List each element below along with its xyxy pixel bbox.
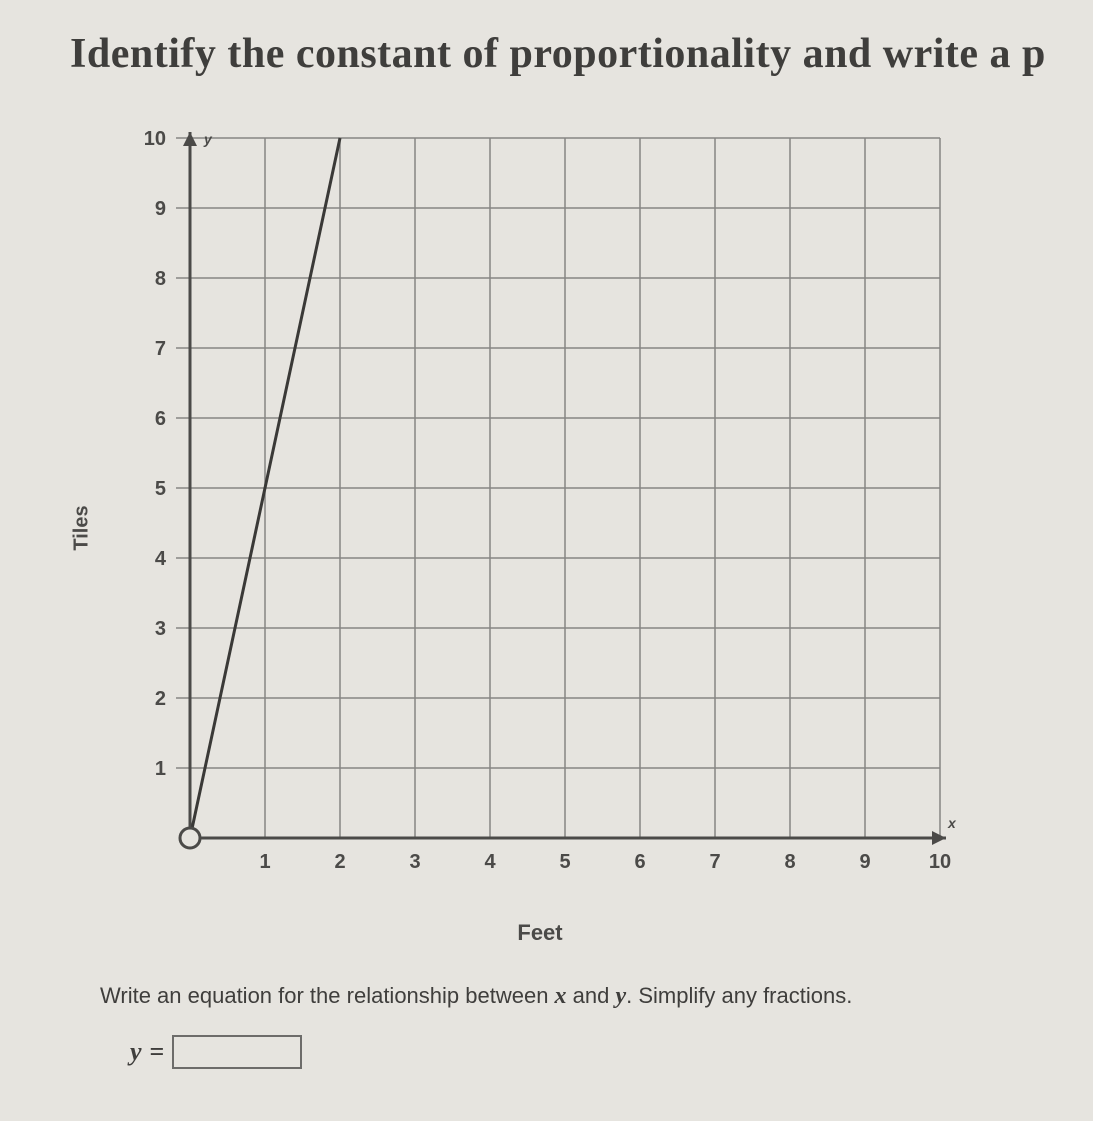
svg-text:8: 8	[784, 851, 795, 873]
svg-text:10: 10	[144, 128, 166, 150]
svg-text:7: 7	[155, 338, 166, 360]
answer-lhs: y	[130, 1037, 142, 1067]
svg-text:5: 5	[155, 478, 166, 500]
worksheet-page: Identify the constant of proportionality…	[0, 0, 1093, 1121]
svg-text:y: y	[203, 131, 213, 147]
proportionality-chart: yx1234567891012345678910 Tiles Feet	[110, 118, 970, 938]
instruction-mid: and	[567, 983, 616, 1008]
instruction-prefix: Write an equation for the relationship b…	[100, 983, 555, 1008]
svg-text:3: 3	[409, 851, 420, 873]
instruction-text: Write an equation for the relationship b…	[100, 983, 1053, 1010]
y-axis-label: Tiles	[71, 505, 94, 550]
instruction-suffix: . Simplify any fractions.	[626, 983, 852, 1008]
answer-row: y =	[130, 1035, 1053, 1069]
answer-input[interactable]	[172, 1035, 302, 1069]
svg-text:10: 10	[929, 851, 951, 873]
svg-text:9: 9	[155, 198, 166, 220]
page-heading: Identify the constant of proportionality…	[70, 30, 1053, 78]
svg-text:9: 9	[859, 851, 870, 873]
svg-text:3: 3	[155, 618, 166, 640]
answer-equals: =	[150, 1037, 165, 1067]
svg-text:x: x	[947, 815, 957, 831]
chart-svg: y x 1 2 3 4 5 6 7 8 9 10 1 2 3 4 5 6 7 8 9 10	[110, 118, 970, 908]
svg-text:1: 1	[259, 851, 270, 873]
instruction-var-x: x	[555, 983, 567, 1009]
svg-text:8: 8	[155, 268, 166, 290]
svg-text:2: 2	[155, 688, 166, 710]
svg-text:2: 2	[334, 851, 345, 873]
svg-text:1: 1	[155, 758, 166, 780]
svg-text:4: 4	[155, 548, 167, 570]
svg-text:6: 6	[634, 851, 645, 873]
x-axis-label: Feet	[517, 920, 562, 946]
instruction-var-y: y	[615, 983, 626, 1009]
svg-text:7: 7	[709, 851, 720, 873]
svg-text:5: 5	[559, 851, 570, 873]
svg-text:4: 4	[484, 851, 496, 873]
svg-text:6: 6	[155, 408, 166, 430]
